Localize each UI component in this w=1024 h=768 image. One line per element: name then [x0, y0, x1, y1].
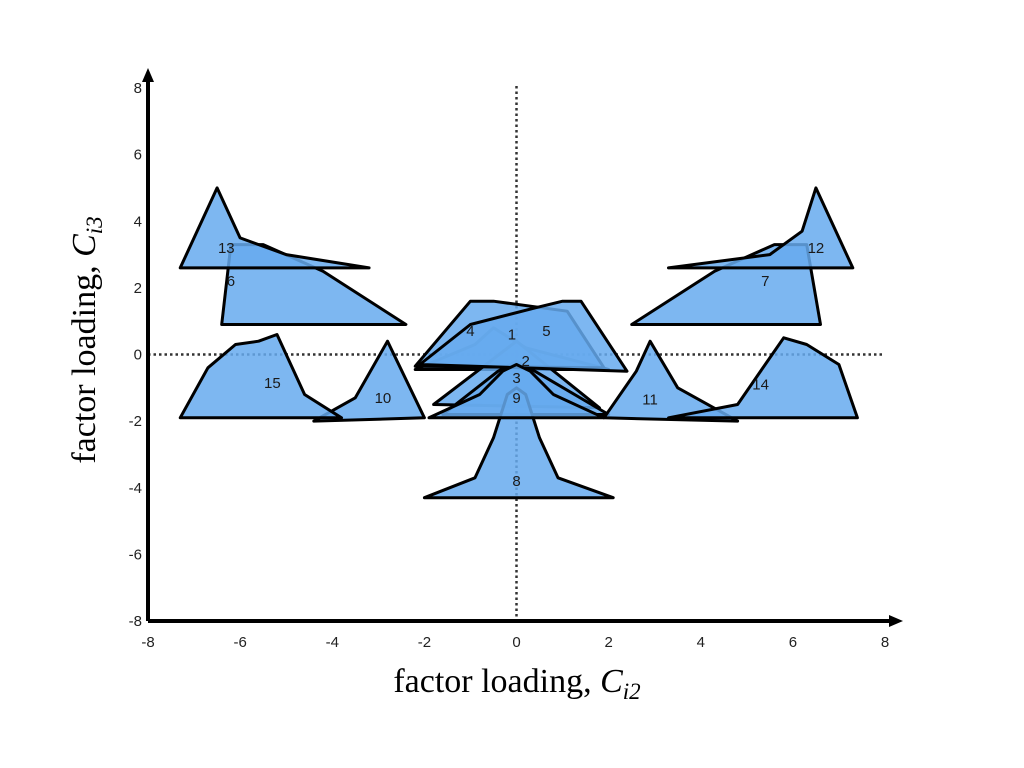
x-tick-label: -2 [418, 634, 431, 651]
y-tick-label: 6 [134, 147, 142, 164]
y-axis-arrow [142, 68, 154, 82]
shape-label-8: 8 [512, 473, 520, 490]
x-tick-label: 0 [512, 634, 520, 651]
x-tick-label: 4 [697, 634, 705, 651]
x-axis-title-symbol: C [600, 663, 623, 700]
y-tick-label: -6 [129, 546, 142, 563]
x-axis-title-subscript: i2 [623, 679, 641, 704]
x-tick-label: 8 [881, 634, 889, 651]
x-tick-label: -4 [326, 634, 339, 651]
shape-label-10: 10 [375, 390, 392, 407]
shape-label-3: 3 [512, 370, 520, 387]
y-axis-title: factor loading, Ci3 [66, 216, 107, 463]
y-axis-title-subscript: i3 [82, 216, 107, 234]
y-tick-label: 8 [134, 80, 142, 97]
shape-label-11: 11 [642, 391, 658, 408]
distribution-shape-15 [178, 333, 343, 420]
distribution-shape-9 [427, 363, 606, 420]
distribution-shape-14 [667, 336, 859, 420]
distribution-shapes [178, 186, 859, 500]
x-axis-title: factor loading, Ci2 [393, 663, 640, 704]
shape-label-7: 7 [761, 273, 769, 290]
shape-label-13: 13 [218, 240, 235, 257]
axes [142, 68, 903, 627]
distribution-shape-5 [418, 299, 629, 373]
shape-label-12: 12 [808, 240, 825, 257]
distribution-shape-11 [602, 339, 740, 423]
y-tick-label: -4 [129, 480, 142, 497]
shape-label-15: 15 [264, 375, 281, 392]
shape-label-5: 5 [542, 323, 550, 340]
y-tick-label: 2 [134, 280, 142, 297]
shape-label-1: 1 [508, 327, 516, 344]
y-tick-label: 0 [134, 347, 142, 364]
y-tick-label: 4 [134, 213, 142, 230]
tick-labels: -8 -6 -4 -2 0 2 4 6 8 -8 -6 -4 -2 0 2 4 6 8 [129, 80, 890, 651]
y-tick-label: -2 [129, 413, 142, 430]
x-axis-title-text: factor loading, [393, 663, 600, 700]
y-axis-title-symbol: C [66, 234, 103, 257]
shape-label-9: 9 [512, 390, 520, 407]
shape-label-6: 6 [227, 273, 235, 290]
x-tick-label: 2 [604, 634, 612, 651]
x-tick-label: -6 [233, 634, 246, 651]
x-tick-label: 6 [789, 634, 797, 651]
shape-label-14: 14 [752, 376, 769, 393]
distribution-shape-12 [667, 186, 855, 270]
distribution-shape-13 [178, 186, 371, 270]
x-axis-arrow [889, 615, 903, 627]
distribution-shape-10 [312, 339, 426, 423]
y-axis-title-text: factor loading, [66, 257, 103, 464]
shape-label-2: 2 [522, 353, 530, 370]
x-tick-label: -8 [141, 634, 154, 651]
y-tick-label: -8 [129, 613, 142, 630]
shape-label-4: 4 [466, 323, 474, 340]
